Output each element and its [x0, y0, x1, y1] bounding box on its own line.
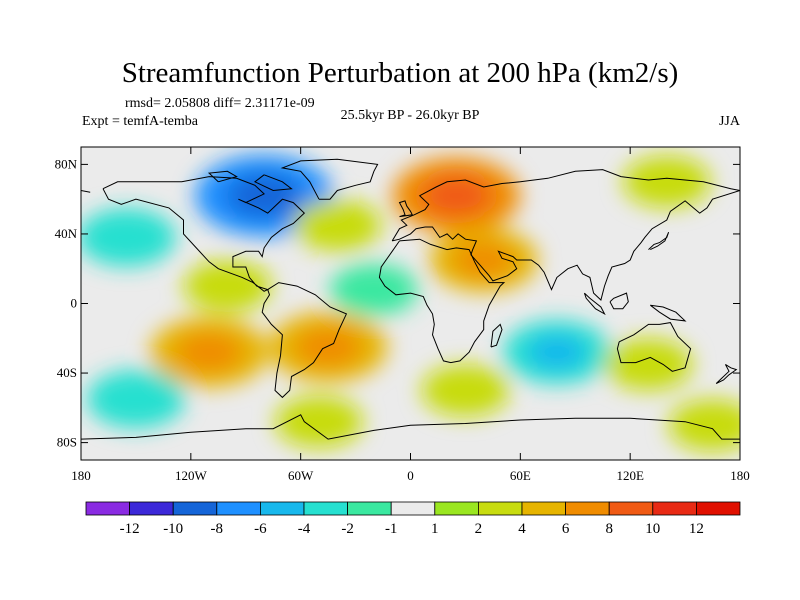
- colorbar-swatch-10: [521, 501, 566, 516]
- colorbar-swatch-5: [303, 501, 348, 516]
- colorbar-label-11: 8: [605, 521, 613, 537]
- colorbar-swatch-1: [129, 501, 174, 516]
- y-tick-label-2: 0: [71, 296, 78, 311]
- y-tick-label-1: 40N: [55, 226, 78, 241]
- colorbar-label-0: -12: [120, 521, 140, 537]
- colorbar-label-12: 10: [645, 521, 660, 537]
- y-tick-label-4: 80S: [57, 435, 77, 450]
- season-label: JJA: [719, 114, 741, 129]
- x-tick-label-6: 180: [730, 468, 750, 483]
- anomaly-13: [622, 155, 711, 208]
- x-tick-label-1: 120W: [175, 468, 208, 483]
- coastline-12: [649, 304, 687, 322]
- colorbar-swatch-7: [390, 501, 436, 516]
- anomaly-core-4: [454, 242, 514, 278]
- x-tick-label-0: 180: [71, 468, 91, 483]
- y-axis: 80N 40N 0 40S 80S: [55, 156, 740, 450]
- anomaly-core-8: [295, 327, 361, 367]
- coastline-17: [207, 170, 238, 183]
- coastline-9: [280, 158, 379, 200]
- experiment-label: Expt = temfA-temba: [82, 114, 199, 129]
- colorbar: -12 -10 -8 -6 -4 -2 -1 1 2 4 6 8 10 12: [85, 501, 741, 537]
- coastline-15: [490, 323, 503, 348]
- coastline-2: [391, 169, 740, 242]
- coastline-5: [378, 238, 506, 364]
- x-tick-label-5: 120E: [616, 468, 644, 483]
- colorbar-label-1: -10: [163, 521, 183, 537]
- anomaly-15: [668, 399, 740, 452]
- coastline-13: [715, 363, 738, 384]
- y-tick-label-0: 80N: [55, 156, 78, 171]
- anomaly-11: [86, 370, 185, 429]
- colorbar-swatch-6: [347, 501, 392, 516]
- colorbar-label-6: -1: [385, 521, 398, 537]
- colorbar-label-9: 4: [518, 521, 526, 537]
- colorbar-label-13: 12: [689, 521, 704, 537]
- anomaly-14: [421, 364, 510, 417]
- colorbar-swatch-12: [608, 501, 654, 516]
- coastline-1: [261, 282, 348, 399]
- colorbar-swatch-4: [259, 501, 305, 516]
- anomaly-5: [293, 199, 382, 252]
- chart-title: Streamfunction Perturbation at 200 hPa (…: [122, 57, 679, 89]
- anomaly-6: [329, 263, 418, 316]
- colorbar-swatch-3: [216, 501, 261, 516]
- colorbar-label-5: -2: [341, 521, 354, 537]
- colorbar-label-4: -4: [298, 521, 311, 537]
- colorbar-swatch-0: [85, 501, 130, 516]
- coastline-14: [648, 232, 670, 251]
- anomaly-field: [81, 154, 740, 452]
- anomaly-10: [604, 338, 693, 391]
- colorbar-swatch-13: [652, 501, 697, 516]
- colorbar-swatch-9: [477, 501, 523, 516]
- colorbar-swatch-11: [565, 501, 610, 516]
- colorbar-label-3: -6: [254, 521, 267, 537]
- x-tick-label-3: 0: [407, 468, 414, 483]
- period-label: 25.5kyr BP - 26.0kyr BP: [341, 108, 480, 123]
- colorbar-label-7: 1: [431, 521, 439, 537]
- coastline-4: [392, 190, 740, 301]
- anomaly-2: [183, 260, 272, 313]
- anomaly-core-0: [226, 173, 303, 219]
- coastline-16: [253, 174, 293, 192]
- colorbar-label-10: 6: [562, 521, 570, 537]
- coastline-6: [616, 322, 692, 372]
- colorbar-label-2: -8: [211, 521, 224, 537]
- map-plot-area: [80, 146, 741, 461]
- coastline-11: [609, 292, 629, 310]
- y-tick-label-3: 40S: [57, 365, 77, 380]
- colorbar-swatch-2: [172, 501, 218, 516]
- anomaly-core-7: [176, 332, 242, 372]
- anomaly-12: [274, 395, 363, 448]
- colorbar-label-8: 2: [475, 521, 483, 537]
- coastlines: [81, 158, 740, 440]
- x-tick-label-4: 60E: [510, 468, 531, 483]
- coastline-10: [583, 292, 606, 316]
- coastline-3: [81, 190, 91, 193]
- x-axis: 180 120W 60W 0 60E 120E 180: [71, 147, 750, 483]
- colorbar-swatch-8: [434, 501, 479, 516]
- anomaly-core-9: [527, 334, 587, 370]
- x-tick-label-2: 60W: [288, 468, 314, 483]
- coastline-0: [102, 176, 306, 292]
- colorbar-swatch-14: [696, 501, 741, 516]
- coastline-7: [81, 414, 740, 440]
- coastline-8: [398, 200, 414, 218]
- anomaly-1: [81, 208, 176, 267]
- stats-label: rmsd= 2.05808 diff= 2.31171e-09: [125, 96, 315, 111]
